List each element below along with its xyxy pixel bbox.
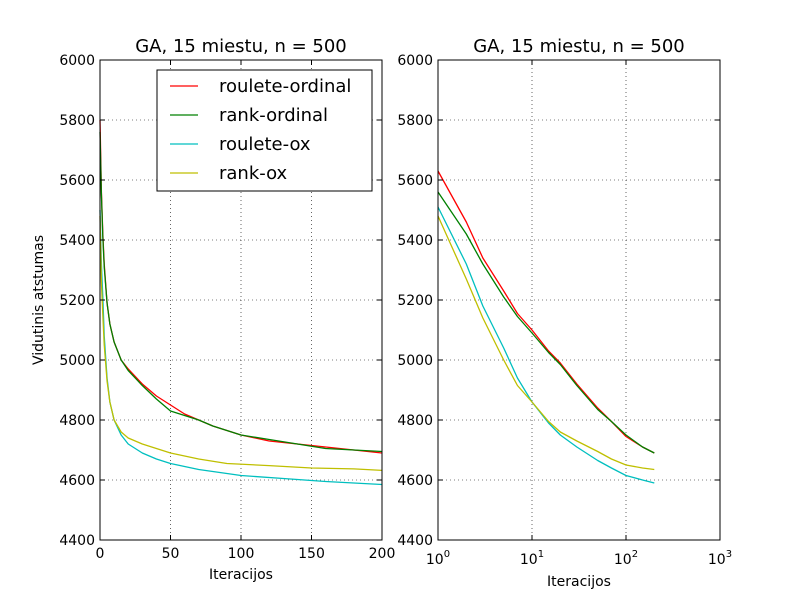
legend-label-rank-ox: rank-ox	[219, 163, 288, 184]
left-ytick-label-5600: 5600	[59, 173, 95, 189]
legend-entry-roulete-ox: roulete-ox	[170, 134, 311, 155]
right-ytick-label-5800: 5800	[397, 113, 433, 129]
right-x-axis-label: Iteracijos	[547, 574, 611, 590]
right-series-roulete-ox	[437, 206, 655, 484]
legend-label-roulete-ox: roulete-ox	[219, 134, 311, 155]
right-xtick-exponent-1: 0	[444, 549, 450, 560]
left-ytick-label-5200: 5200	[59, 293, 95, 309]
right-series-rank-ordinal	[437, 191, 655, 454]
left-xtick-label-200: 200	[369, 546, 396, 562]
right-xtick-exponent-10: 1	[538, 549, 544, 560]
right-ytick-label-4400: 4400	[397, 533, 433, 549]
legend-label-roulete-ordinal: roulete-ordinal	[219, 76, 351, 97]
left-xtick-label-100: 100	[228, 546, 255, 562]
right-ytick-label-5000: 5000	[397, 353, 433, 369]
legend-entry-roulete-ordinal: roulete-ordinal	[170, 76, 351, 97]
left-ytick-label-5800: 5800	[59, 113, 95, 129]
left-ytick-label-4600: 4600	[59, 473, 95, 489]
right-ytick-label-4800: 4800	[397, 413, 433, 429]
right-chart-title: GA, 15 miestu, n = 500	[473, 36, 685, 57]
left-xtick-label-50: 50	[162, 546, 180, 562]
legend-entry-rank-ox: rank-ox	[170, 163, 288, 184]
left-ytick-label-5400: 5400	[59, 233, 95, 249]
right-xtick-exponent-100: 2	[632, 549, 638, 560]
right-ytick-label-5200: 5200	[397, 293, 433, 309]
left-ytick-label-5000: 5000	[59, 353, 95, 369]
left-xtick-label-150: 150	[298, 546, 325, 562]
right-xtick-exponent-1000: 3	[726, 549, 732, 560]
left-ytick-label-4400: 4400	[59, 533, 95, 549]
legend-entry-rank-ordinal: rank-ordinal	[170, 105, 328, 126]
left-series-rank-ox	[99, 215, 383, 472]
right-ytick-label-4600: 4600	[397, 473, 433, 489]
legend: roulete-ordinal rank-ordinal roulete-ox …	[156, 69, 373, 192]
legend-label-rank-ordinal: rank-ordinal	[219, 105, 328, 126]
right-ytick-label-5400: 5400	[397, 233, 433, 249]
left-series-rank-ordinal	[99, 131, 383, 453]
left-x-axis-label: Iteracijos	[209, 567, 273, 583]
left-xtick-label-0: 0	[96, 546, 105, 562]
left-ytick-label-6000: 6000	[59, 53, 95, 69]
left-chart-title: GA, 15 miestu, n = 500	[135, 36, 347, 57]
right-ytick-label-5600: 5600	[397, 173, 433, 189]
right-ytick-label-6000: 6000	[397, 53, 433, 69]
left-ytick-label-4800: 4800	[59, 413, 95, 429]
right-series-roulete-ordinal	[437, 170, 655, 454]
left-y-axis-label: Vidutinis atstumas	[31, 235, 47, 365]
legend-box	[156, 69, 373, 192]
right-series-rank-ox	[437, 215, 655, 471]
